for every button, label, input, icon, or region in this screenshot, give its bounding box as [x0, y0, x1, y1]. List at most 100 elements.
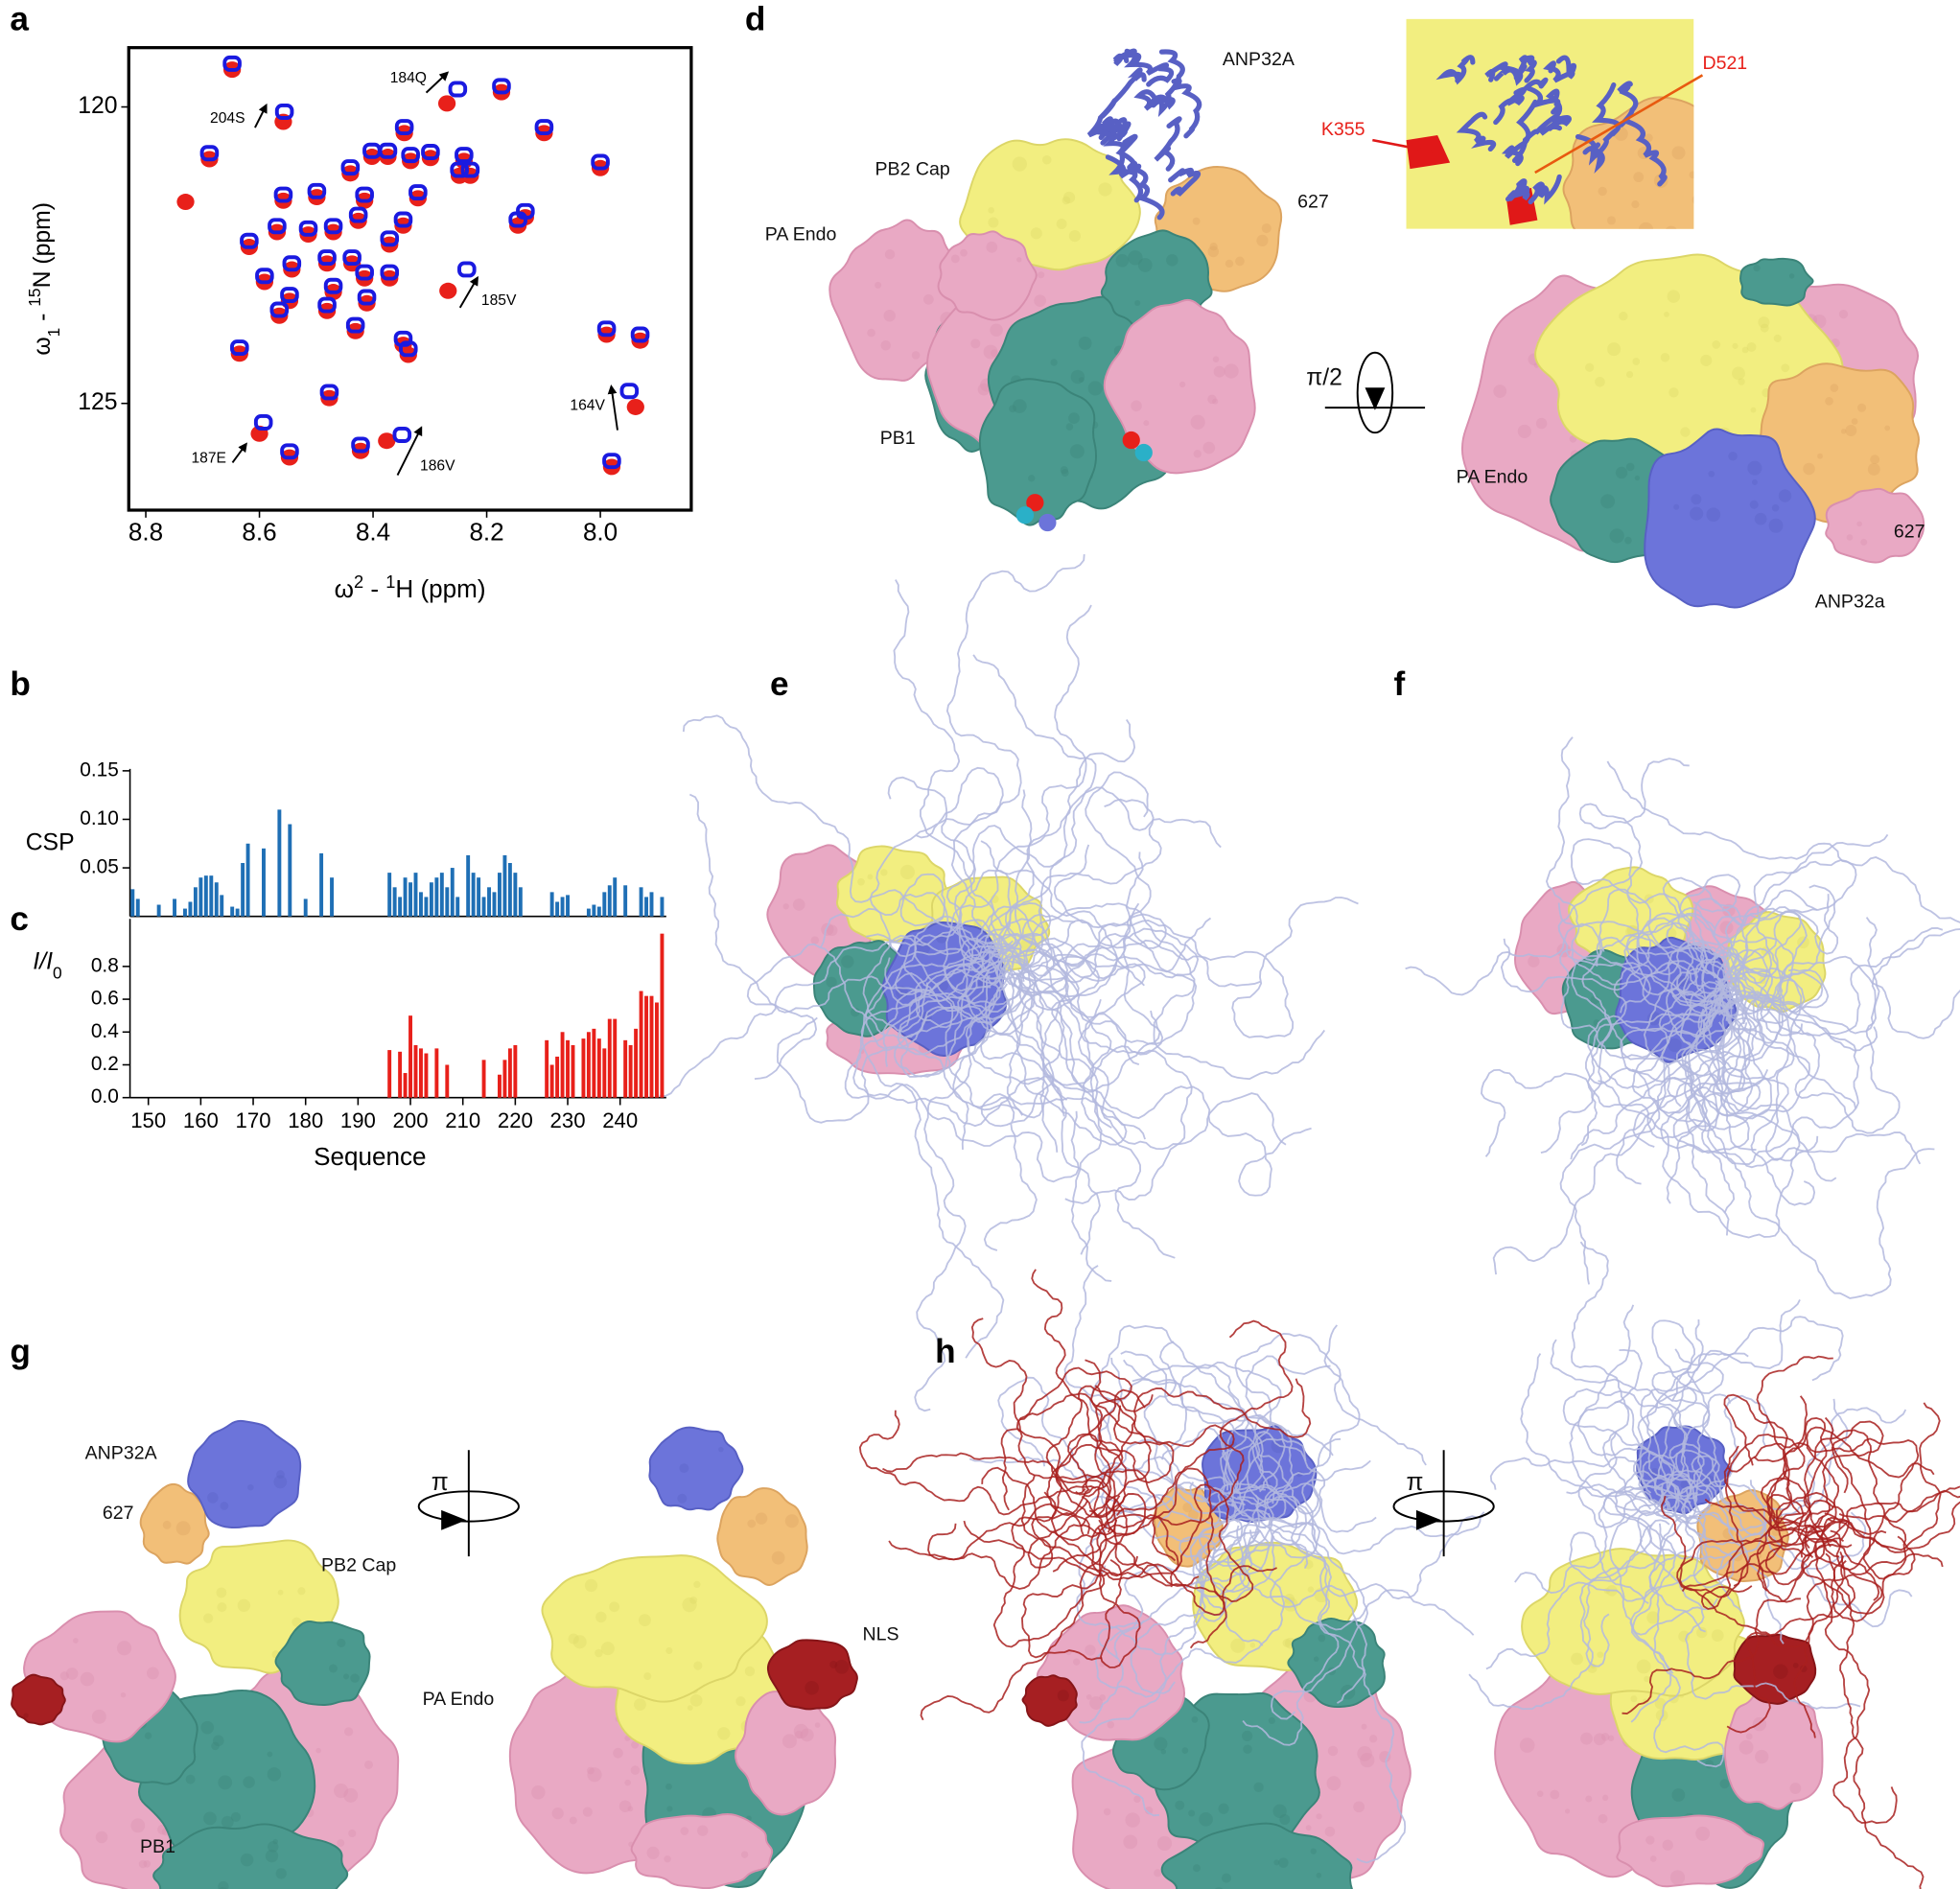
surface-texture — [1597, 1651, 1604, 1659]
conformer-trace — [1094, 1531, 1285, 1698]
surface-domain — [541, 1554, 768, 1703]
conformer-trace — [1170, 1361, 1282, 1504]
peak — [450, 161, 469, 178]
conformer-trace — [888, 1503, 1090, 1561]
surface-texture — [582, 1807, 593, 1817]
surface-texture — [1519, 1737, 1535, 1753]
conformer-trace — [820, 892, 1015, 1024]
surface-texture — [568, 1633, 579, 1644]
bar — [502, 854, 507, 917]
surface-texture — [130, 1818, 146, 1833]
surface-texture — [1190, 414, 1205, 430]
conformer-trace — [1722, 856, 1960, 1019]
conformer-trace — [1642, 945, 1732, 1023]
peak — [630, 326, 650, 343]
conformer-trace — [1724, 1434, 1821, 1587]
conformer-trace — [659, 937, 1023, 1097]
surface-texture — [1585, 1795, 1593, 1803]
surface-texture — [1845, 425, 1857, 436]
bar — [156, 904, 161, 917]
surface-texture — [1645, 1835, 1655, 1845]
axis-title: CSP — [26, 830, 75, 856]
panel-label: h — [935, 1333, 956, 1370]
peak — [274, 103, 294, 120]
peak — [323, 277, 343, 294]
conformer-trace — [1485, 1510, 1708, 1670]
surface-texture — [220, 1502, 229, 1510]
surface-texture — [1318, 1634, 1326, 1643]
bar — [419, 1048, 423, 1098]
surface-texture — [1722, 1528, 1734, 1540]
bar — [193, 887, 198, 917]
surface-texture — [1649, 1855, 1657, 1862]
conformer-trace — [1666, 912, 1745, 988]
surface-texture — [618, 1800, 632, 1813]
conformer-trace — [682, 714, 977, 944]
residue-label: K355 — [1321, 119, 1365, 140]
conformer-trace — [981, 1466, 1101, 1542]
surface-domain — [152, 1823, 349, 1889]
ribbon — [1087, 123, 1138, 175]
surface-texture — [218, 1880, 229, 1889]
bar — [639, 991, 643, 1098]
conformer-trace — [1648, 1503, 1706, 1633]
surface-texture — [1062, 196, 1071, 205]
surface-texture — [1310, 1848, 1317, 1854]
domain-label: NLS — [862, 1623, 898, 1644]
y-tick-label: 0.2 — [91, 1053, 119, 1075]
surface-texture — [1571, 1652, 1583, 1666]
surface-texture — [272, 1838, 278, 1845]
surface-texture — [1316, 1813, 1322, 1820]
surface-texture — [1825, 396, 1833, 406]
surface-texture — [587, 1766, 595, 1775]
surface-texture — [1750, 407, 1757, 413]
conformer-trace — [1014, 789, 1056, 977]
surface-texture — [1738, 1739, 1754, 1755]
surface-texture — [899, 864, 915, 879]
conformer-trace — [1726, 1560, 1847, 1734]
peak — [357, 289, 377, 306]
peak-annotation: 186V — [420, 457, 455, 474]
surface-texture — [1253, 1782, 1264, 1793]
surface-texture — [1307, 1586, 1315, 1593]
axis-title: ω2 - 1H (ppm) — [335, 571, 486, 604]
bar — [203, 875, 208, 917]
ribbon — [1168, 167, 1202, 197]
domain-label: PA Endo — [1457, 466, 1528, 487]
surface-texture — [1030, 227, 1042, 240]
surface-texture — [1493, 385, 1507, 398]
panel-label: f — [1393, 665, 1405, 703]
bar — [596, 906, 601, 917]
x-tick-label: 190 — [340, 1108, 376, 1132]
bar — [387, 1050, 392, 1098]
surface-texture — [1188, 1809, 1196, 1817]
surface-texture — [1660, 353, 1670, 362]
surface-texture — [240, 1853, 254, 1867]
surface-texture — [1615, 466, 1628, 479]
conformer-trace — [1757, 1491, 1837, 1592]
surface-texture — [1607, 1735, 1615, 1741]
bar — [288, 824, 292, 917]
x-tick-label: 150 — [130, 1108, 166, 1132]
peak — [455, 147, 474, 164]
surface-texture — [143, 1860, 152, 1868]
surface-texture — [718, 1446, 724, 1453]
panel-label: a — [10, 0, 29, 37]
conformer-trace — [1576, 1304, 1674, 1479]
conformer-trace — [1685, 991, 1784, 1236]
panel-label: g — [10, 1333, 31, 1370]
bar — [220, 895, 224, 917]
bar — [230, 906, 235, 917]
peak — [345, 316, 365, 334]
surface-texture — [1160, 1749, 1167, 1755]
bar — [214, 882, 219, 917]
surface-texture — [990, 323, 1003, 338]
surface-texture — [1585, 362, 1595, 372]
y-tick-label: 0.4 — [91, 1020, 119, 1042]
surface-texture — [1595, 376, 1605, 387]
annotation-arrow — [396, 426, 423, 476]
surface-texture — [1273, 1859, 1280, 1866]
rotation-label: π/2 — [1306, 365, 1342, 391]
conformer-trace — [1676, 1445, 1811, 1598]
surface-texture — [693, 1661, 703, 1670]
